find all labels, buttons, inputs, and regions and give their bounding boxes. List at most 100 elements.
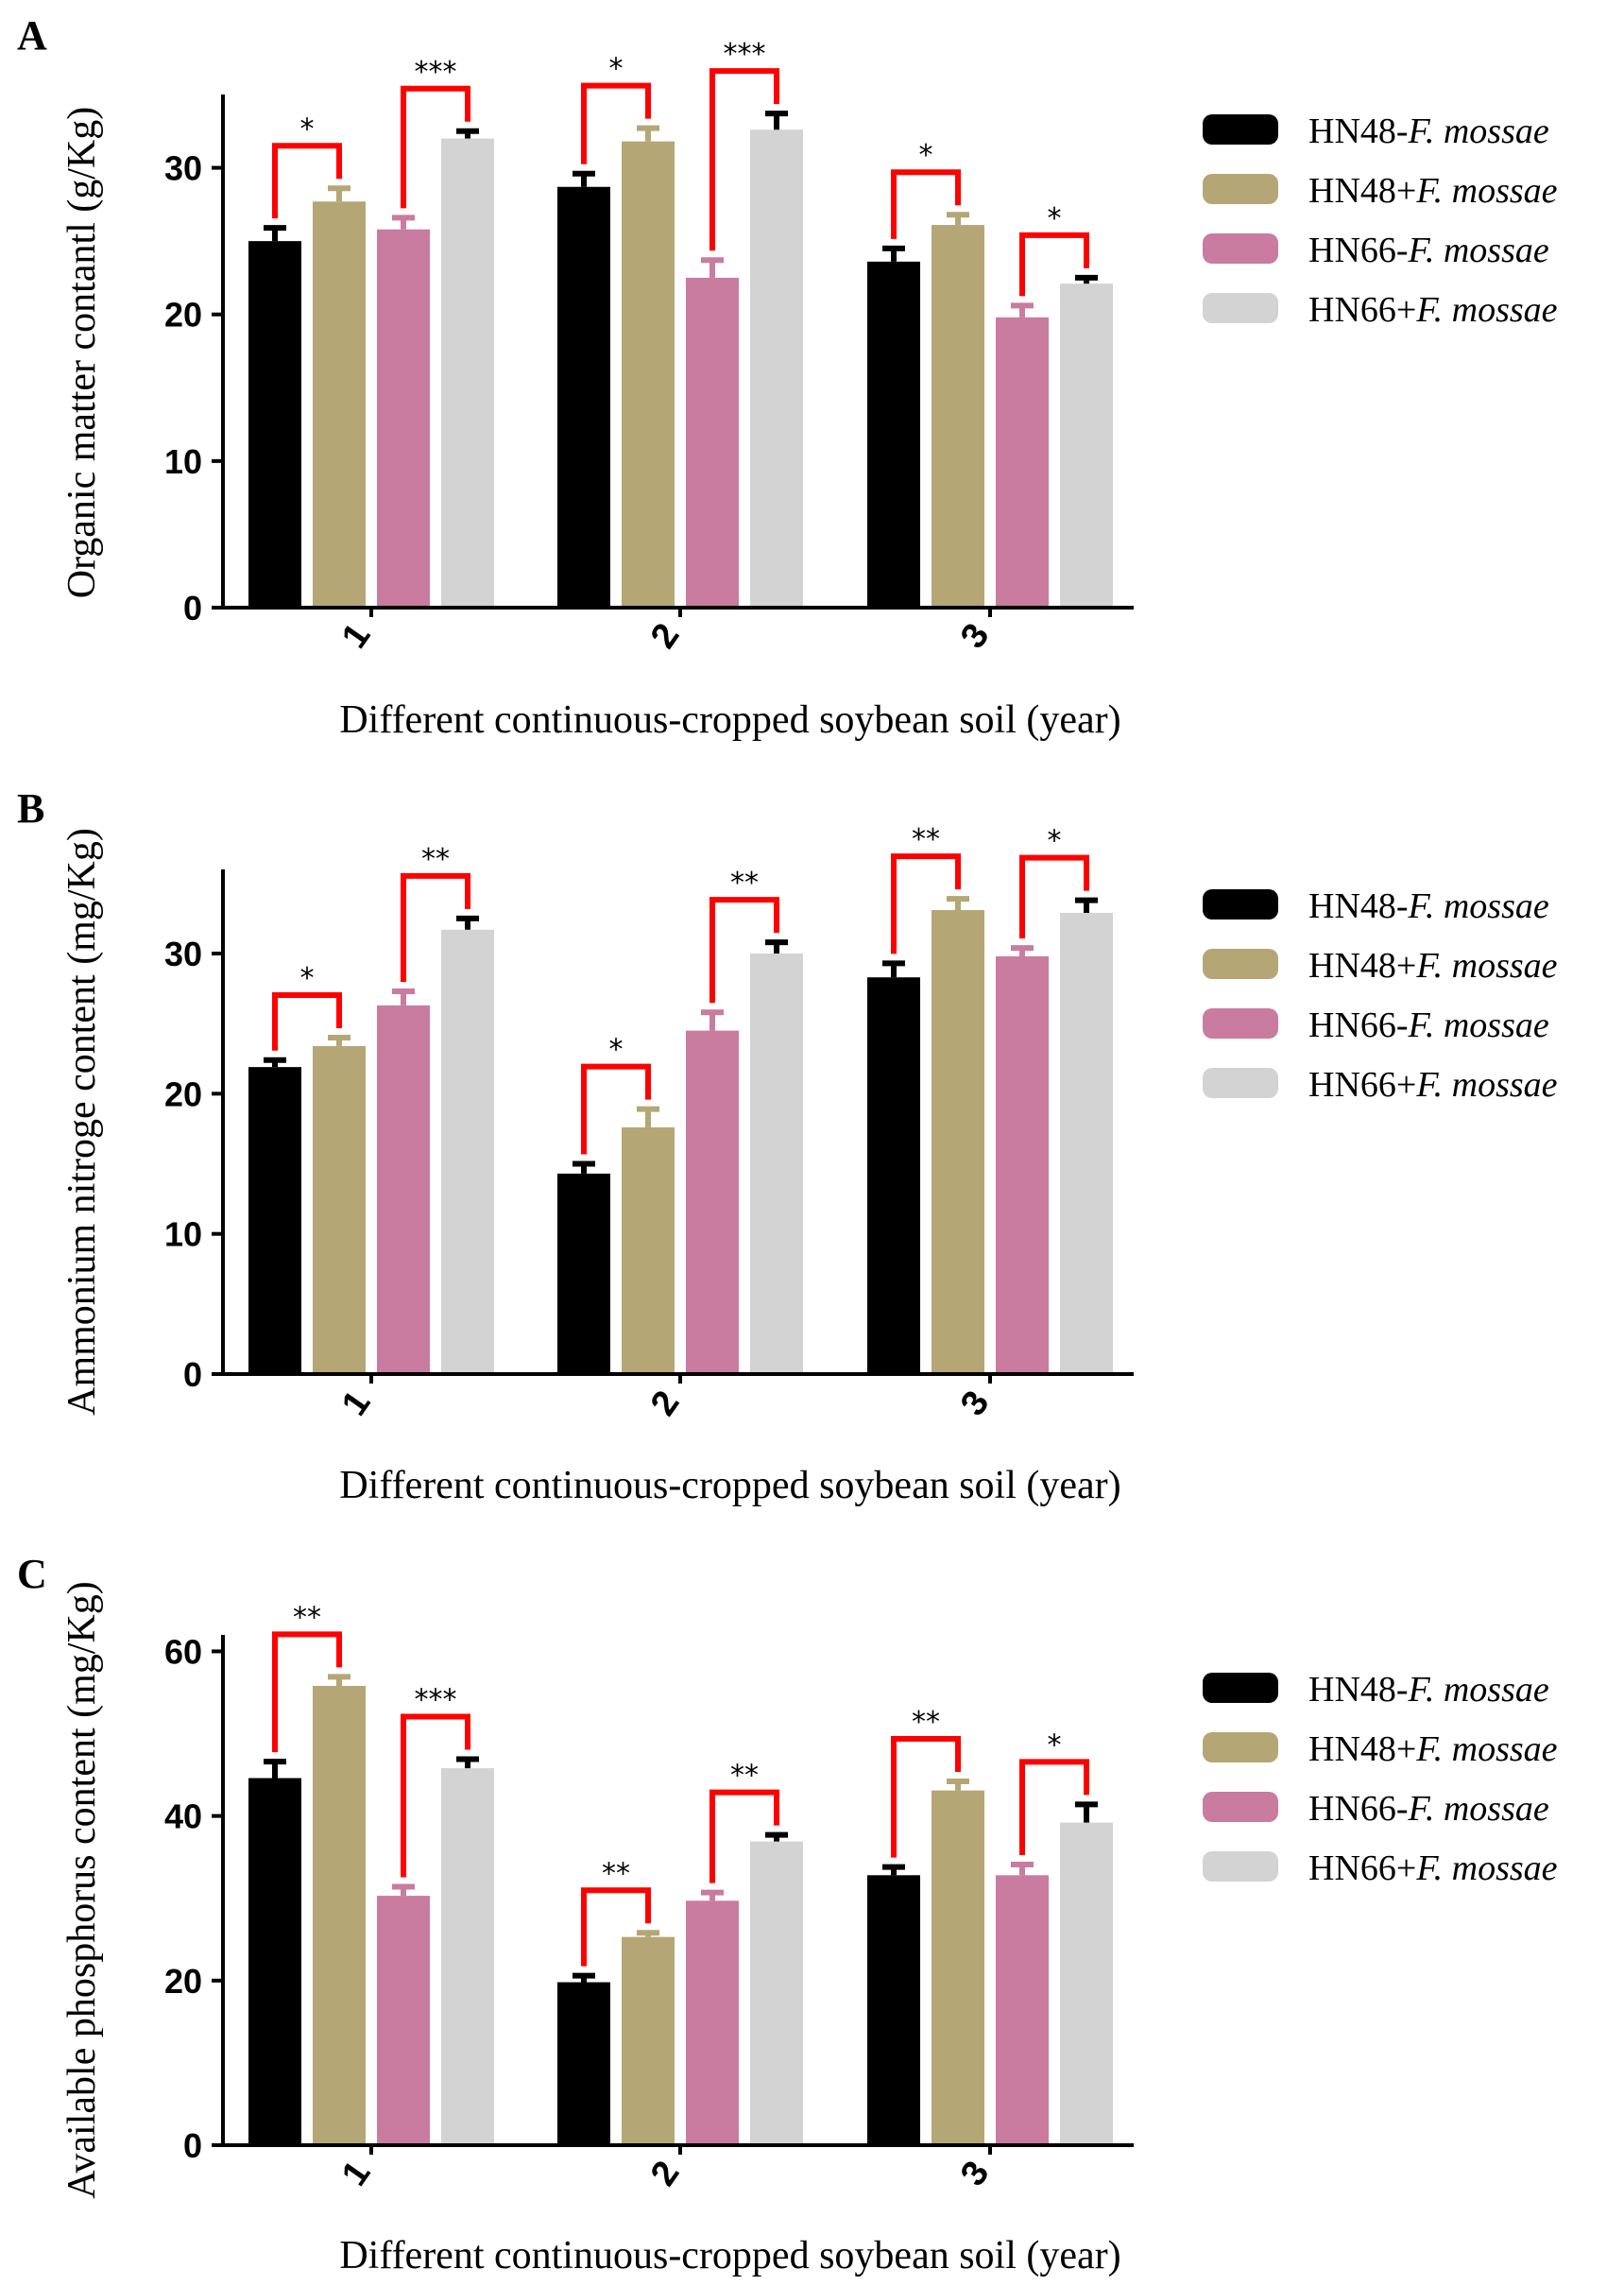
x-tick-label: 1	[334, 2154, 379, 2192]
y-tick-label: 60	[164, 1632, 202, 1671]
significance-label: *	[609, 1034, 624, 1067]
legend-label: HN66+F. mossae	[1308, 1848, 1558, 1888]
y-tick-label: 40	[164, 1797, 202, 1836]
legend-label-species: F. mossae	[1415, 1729, 1557, 1769]
legend-label-species: F. mossae	[1415, 290, 1557, 330]
legend-label: HN48-F. mossae	[1308, 112, 1549, 151]
significance-label: **	[602, 1857, 630, 1890]
y-tick-label: 10	[164, 442, 202, 481]
significance-bracket	[1019, 232, 1089, 297]
y-tick-label: 0	[183, 589, 202, 627]
significance-bracket	[1019, 1759, 1089, 1855]
significance-label: **	[730, 867, 759, 900]
significance-label: ***	[724, 38, 766, 71]
significance-bracket	[581, 1063, 651, 1155]
significance-bracket	[581, 1887, 651, 1967]
bar	[377, 1005, 430, 1374]
significance-bracket	[709, 1789, 779, 1883]
bar	[750, 129, 803, 608]
significance-label: *	[300, 112, 315, 146]
legend-label-prefix: HN66-	[1308, 1789, 1409, 1829]
significance-bracket	[581, 82, 651, 164]
x-tick-label: 1	[334, 616, 379, 655]
bar	[441, 1768, 494, 2145]
significance-label: ***	[415, 1684, 457, 1717]
legend-label-prefix: HN66+	[1308, 1848, 1416, 1888]
legend-label: HN66-F. mossae	[1308, 1789, 1549, 1829]
significance-label: **	[912, 823, 940, 856]
y-axis-label: Available phosphorus content (mg/Kg)	[60, 1581, 104, 2199]
legend-label-species: F. mossae	[1408, 886, 1549, 926]
bar	[441, 929, 494, 1374]
legend-label-species: F. mossae	[1415, 946, 1557, 986]
legend-label: HN48+F. mossae	[1308, 171, 1558, 211]
bar	[377, 1896, 430, 2145]
bar	[996, 1875, 1049, 2145]
chart-panel-a: A Organic matter contantl (g/Kg) Different…	[17, 12, 1558, 742]
legend-label-prefix: HN48-	[1308, 886, 1409, 926]
significance-label: **	[293, 1601, 321, 1634]
significance-bracket	[709, 68, 779, 251]
bar	[932, 910, 984, 1374]
x-tick-label: 3	[953, 616, 998, 655]
legend-label: HN48-F. mossae	[1308, 1670, 1549, 1710]
bar	[622, 1126, 675, 1374]
chart-panel-c: C Available phosphorus content (mg/Kg) Dif…	[17, 1551, 1558, 2277]
legend-swatch	[1203, 233, 1278, 264]
legend-swatch	[1203, 114, 1278, 145]
significance-bracket	[272, 1631, 342, 1753]
significance-bracket	[272, 143, 342, 219]
y-tick-label: 0	[183, 1355, 202, 1394]
bar	[750, 1841, 803, 2145]
significance-label: *	[609, 53, 624, 86]
legend-swatch	[1203, 1068, 1278, 1098]
legend-swatch	[1203, 293, 1278, 323]
legend-label: HN66-F. mossae	[1308, 231, 1549, 270]
bar	[1060, 912, 1113, 1374]
legend-label-prefix: HN66-	[1308, 1005, 1409, 1045]
legend-label-species: F. mossae	[1408, 231, 1549, 270]
y-tick-label: 30	[164, 935, 202, 973]
legend-swatch	[1203, 1008, 1278, 1039]
y-tick-label: 20	[164, 296, 202, 335]
legend-swatch	[1203, 949, 1278, 979]
legend-label-species: F. mossae	[1415, 1848, 1557, 1888]
legend-label-species: F. mossae	[1415, 1065, 1557, 1105]
legend-label-prefix: HN48+	[1308, 1729, 1416, 1769]
significance-label: **	[912, 1706, 940, 1739]
bar	[557, 1173, 610, 1374]
significance-label: **	[730, 1760, 759, 1793]
y-axis-label: Organic matter contantl (g/Kg)	[60, 107, 104, 599]
panel-letter: B	[17, 785, 44, 832]
legend-swatch	[1203, 174, 1278, 204]
x-axis-label: Different continuous-cropped soybean soi…	[339, 2234, 1120, 2277]
significance-label: ***	[415, 56, 457, 89]
significance-bracket	[272, 992, 342, 1051]
legend-label-prefix: HN48-	[1308, 112, 1409, 151]
legend-label: HN48-F. mossae	[1308, 886, 1549, 926]
x-tick-label: 1	[334, 1384, 379, 1422]
legend-label-prefix: HN48-	[1308, 1670, 1409, 1710]
legend-label-prefix: HN66-	[1308, 231, 1409, 270]
bar	[686, 277, 739, 608]
bar	[248, 1067, 301, 1374]
legend-label-prefix: HN48+	[1308, 946, 1416, 986]
legend-label: HN66+F. mossae	[1308, 1065, 1558, 1105]
bar	[867, 261, 920, 608]
bar	[557, 186, 610, 609]
legend-label-species: F. mossae	[1408, 1005, 1549, 1045]
significance-label: *	[300, 962, 315, 995]
bar	[932, 1790, 984, 2145]
significance-bracket	[891, 853, 961, 954]
legend-label-prefix: HN48+	[1308, 171, 1416, 211]
bar	[557, 1982, 610, 2145]
x-tick-label: 2	[643, 616, 688, 655]
bar	[996, 317, 1049, 608]
bar	[313, 1045, 366, 1374]
y-axis-label: Ammonium nitroge content (mg/Kg)	[60, 828, 104, 1416]
panel-letter: C	[17, 1551, 47, 1597]
bar	[622, 1936, 675, 2145]
